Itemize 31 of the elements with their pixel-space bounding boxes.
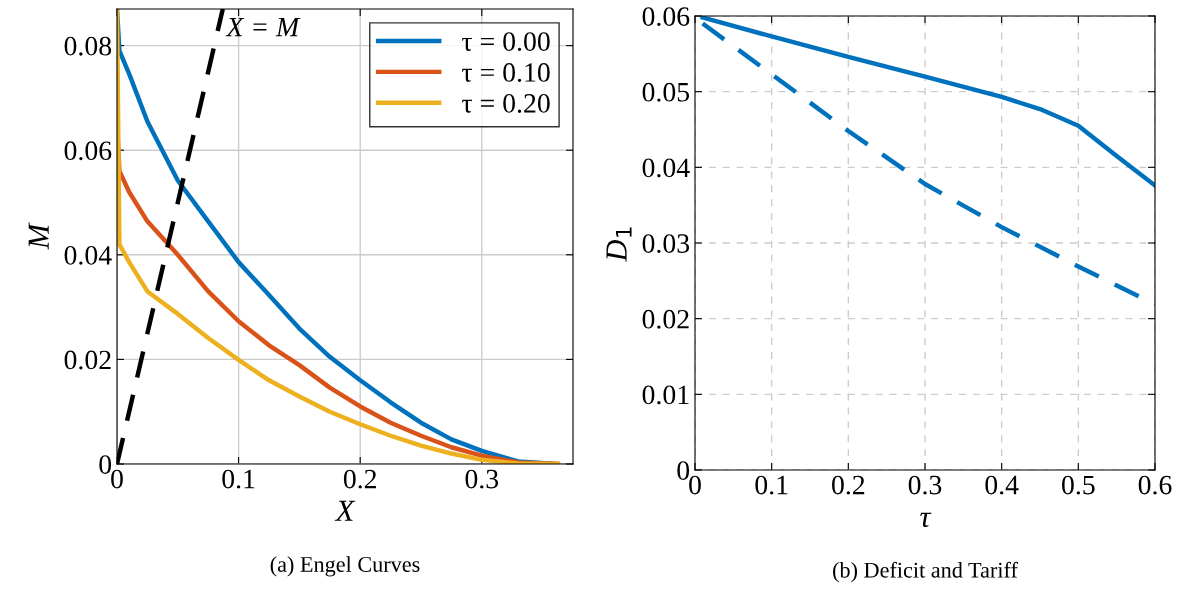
legend-label: τ = 0.10 xyxy=(462,63,550,82)
y-tick-label: 0.01 xyxy=(642,385,689,405)
y-tick-label: 0.04 xyxy=(642,158,690,178)
y-tick-label: 0.02 xyxy=(642,309,689,329)
line-series xyxy=(700,16,1155,188)
annotation: X = M xyxy=(225,17,301,37)
x-tick-label: 0.6 xyxy=(1138,475,1172,495)
text: (a) Engel Curves xyxy=(270,556,420,577)
y-tick-label: 0.03 xyxy=(642,234,690,254)
text: (b) Deficit and Tariff xyxy=(833,561,1018,583)
x-tick-label: 0.2 xyxy=(832,475,865,495)
x-axis-title: X xyxy=(334,500,356,521)
x-tick-label: 0.2 xyxy=(343,469,377,489)
y-tick-label: 0.02 xyxy=(64,350,111,370)
y-tick-label: 0.06 xyxy=(642,7,690,27)
y-tick-label: 0.05 xyxy=(642,82,690,102)
legend-label: τ = 0.00 xyxy=(462,32,550,52)
x-tick-label: 0.4 xyxy=(985,475,1019,495)
y-tick-label: 0.08 xyxy=(64,36,112,56)
y-axis-title: M xyxy=(28,222,49,250)
y-tick-label: 0 xyxy=(99,455,112,474)
x-tick-label: 0.1 xyxy=(222,469,255,489)
x-axis-title: τ xyxy=(920,512,932,528)
y-tick-label: 0.06 xyxy=(64,141,112,161)
x-tick-label: 0.3 xyxy=(465,469,499,489)
x-tick-label: 0.3 xyxy=(908,475,942,495)
legend-label: τ = 0.20 xyxy=(462,94,550,113)
y-axis-title: D$_{1}$ xyxy=(606,227,632,262)
x-tick-label: 0.5 xyxy=(1062,475,1095,495)
x-tick-label: 0.1 xyxy=(755,475,788,495)
y-tick-label: 0.04 xyxy=(64,245,112,265)
